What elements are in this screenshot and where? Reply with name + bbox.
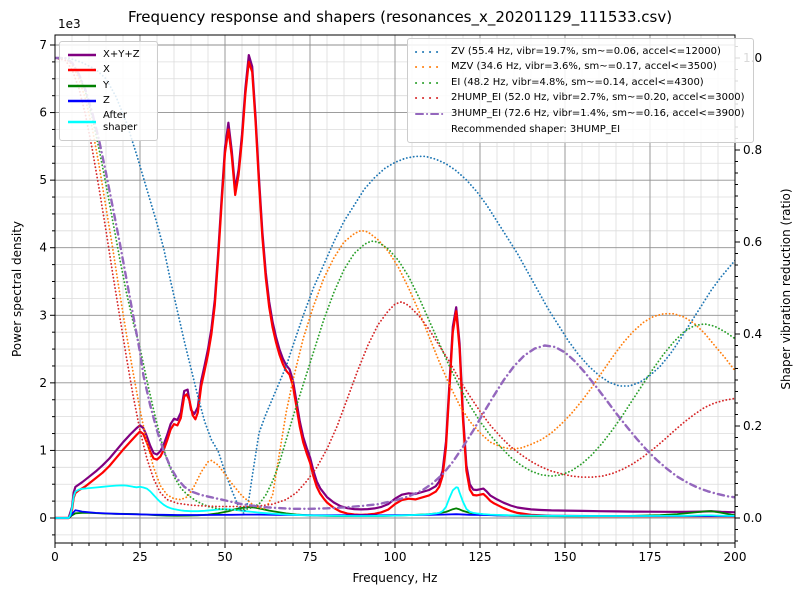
legend-shapers-item: 3HUMP_EI (72.6 Hz, vibr=1.4%, sm~=0.16, … (415, 106, 745, 122)
y-left-tick-label: 2 (39, 376, 47, 390)
legend-psd-label: After shaper (103, 110, 138, 133)
legend-psd-label: X (103, 64, 110, 76)
y-left-tick-label: 5 (39, 173, 47, 187)
y-left-tick-label: 0 (39, 511, 47, 525)
legend-swatch-solid (68, 120, 96, 124)
y-left-tick-label: 4 (39, 241, 47, 255)
series-group (55, 54, 735, 520)
legend-shapers: ZV (55.4 Hz, vibr=19.7%, sm~=0.06, accel… (407, 38, 754, 143)
x-tick-label: 75 (302, 550, 317, 564)
legend-shapers-item: EI (48.2 Hz, vibr=4.8%, sm~=0.14, accel<… (415, 75, 745, 91)
y-left-tick-label: 3 (39, 308, 47, 322)
legend-swatch-solid (68, 99, 96, 103)
series-ZV (55, 57, 735, 515)
x-tick-label: 0 (51, 550, 59, 564)
legend-psd-label: X+Y+Z (103, 48, 140, 60)
legend-shapers-note: Recommended shaper: 3HUMP_EI (451, 123, 621, 135)
series-After-shaper (55, 484, 735, 519)
legend-swatch-dotted (415, 50, 445, 53)
legend-shapers-label: 2HUMP_EI (52.0 Hz, vibr=2.7%, sm~=0.20, … (451, 92, 745, 104)
legend-psd-label: Y (103, 79, 110, 91)
x-tick-label: 125 (469, 550, 492, 564)
legend-shapers-item: ZV (55.4 Hz, vibr=19.7%, sm~=0.06, accel… (415, 44, 745, 60)
y-left-tick-label: 1 (39, 443, 47, 457)
legend-psd-item: X+Y+Z (67, 47, 149, 63)
x-tick-label: 175 (639, 550, 662, 564)
y-axis-offset-text: 1e3 (58, 17, 81, 31)
legend-shapers-label: 3HUMP_EI (72.6 Hz, vibr=1.4%, sm~=0.16, … (451, 107, 745, 119)
x-tick-label: 25 (132, 550, 147, 564)
y-right-tick-label: 0.8 (743, 143, 762, 157)
y-axis-label-right: Shaper vibration reduction (ratio) (779, 188, 793, 390)
y-right-tick-label: 0.6 (743, 235, 762, 249)
legend-shapers-label: ZV (55.4 Hz, vibr=19.7%, sm~=0.06, accel… (451, 45, 721, 57)
x-tick-label: 50 (217, 550, 232, 564)
legend-swatch-solid (68, 84, 96, 88)
legend-psd-item: X (67, 63, 149, 79)
legend-swatch-dotted (415, 97, 445, 100)
y-right-tick-label: 0.2 (743, 419, 762, 433)
legend-shapers-item: 2HUMP_EI (52.0 Hz, vibr=2.7%, sm~=0.20, … (415, 91, 745, 107)
legend-swatch-dashdot (415, 112, 445, 115)
y-left-tick-label: 6 (39, 106, 47, 120)
legend-psd-item: Z (67, 94, 149, 110)
x-tick-label: 100 (384, 550, 407, 564)
tick-marks (50, 44, 740, 548)
y-right-tick-label: 0.4 (743, 327, 762, 341)
y-right-tick-label: 0.0 (743, 511, 762, 525)
legend-shapers-label: MZV (34.6 Hz, vibr=3.6%, sm~=0.17, accel… (451, 61, 717, 73)
series-MZV (55, 57, 735, 510)
legend-psd-label: Z (103, 95, 110, 107)
x-axis-label: Frequency, Hz (352, 571, 438, 585)
legend-swatch-dotted (415, 81, 445, 84)
series-2HUMP-EI (55, 57, 735, 508)
legend-swatch-solid (68, 68, 96, 72)
y-left-tick-label: 7 (39, 38, 47, 52)
series-X (55, 60, 735, 520)
series-3HUMP-EI (55, 56, 735, 510)
y-axis-label-left: Power spectral density (10, 220, 24, 358)
x-tick-label: 150 (554, 550, 577, 564)
legend-swatch-dotted (415, 66, 445, 69)
legend-psd-item: Y (67, 78, 149, 94)
x-tick-label: 200 (724, 550, 747, 564)
chart-title: Frequency response and shapers (resonanc… (127, 8, 673, 26)
legend-swatch-solid (68, 53, 96, 57)
legend-psd-item: After shaper (67, 109, 149, 135)
legend-psd: X+Y+Z X Y Z After shaper (59, 41, 158, 141)
legend-shapers-label: EI (48.2 Hz, vibr=4.8%, sm~=0.14, accel<… (451, 76, 704, 88)
series-EI (55, 57, 735, 511)
legend-shapers-item: MZV (34.6 Hz, vibr=3.6%, sm~=0.17, accel… (415, 60, 745, 76)
